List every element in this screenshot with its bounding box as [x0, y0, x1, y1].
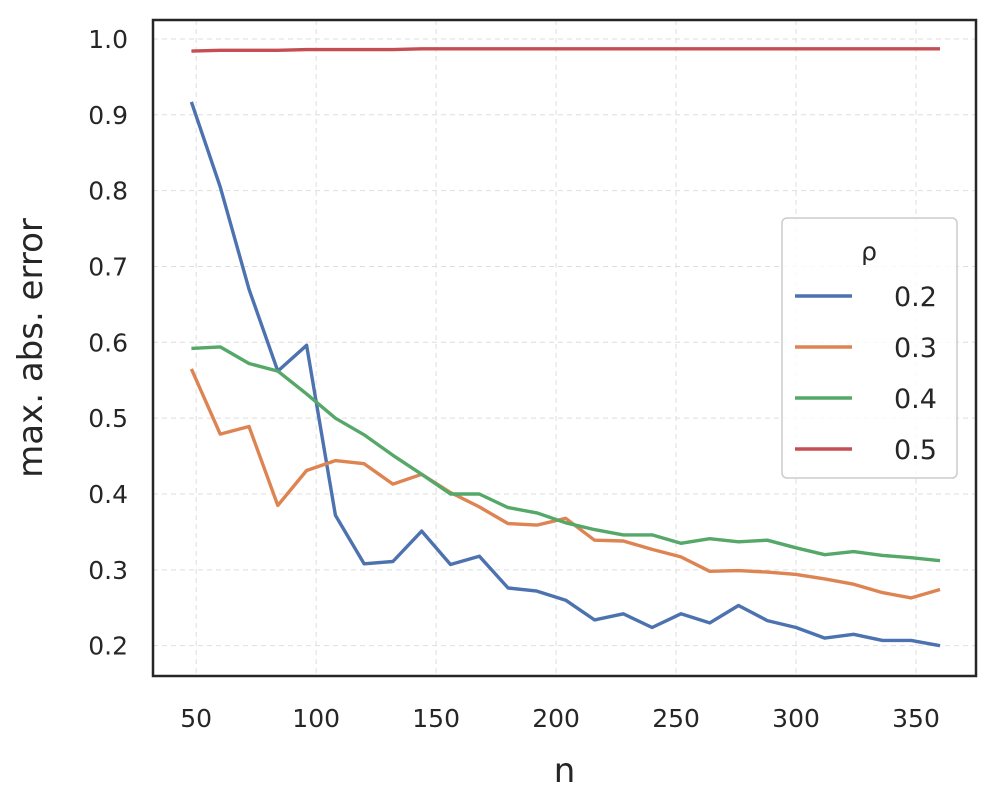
series-lines [189, 47, 941, 648]
series-line-0-5 [191, 47, 940, 53]
legend-title: ρ [861, 237, 877, 266]
y-tick-label: 0.4 [88, 480, 128, 509]
legend: ρ 0.2 0.3 0.4 0.5 [781, 217, 958, 479]
x-tick-label: 100 [292, 704, 340, 733]
series-line-0-4 [191, 345, 941, 563]
y-tick-label: 0.9 [88, 101, 128, 130]
y-tick-label: 0.7 [88, 252, 128, 281]
y-tick-label: 0.2 [88, 632, 128, 661]
x-axis-label: n [554, 751, 576, 791]
y-tick-labels: 0.2 0.3 0.4 0.5 0.6 0.7 0.8 0.9 1.0 [88, 25, 128, 661]
x-tick-label: 300 [772, 704, 820, 733]
plot-frame [151, 18, 978, 678]
legend-entries: 0.2 0.3 0.4 0.5 [795, 282, 937, 466]
legend-label: 0.3 [894, 333, 937, 364]
x-tick-label: 350 [892, 704, 940, 733]
x-tick-label: 250 [652, 704, 700, 733]
x-tick-labels: 50 100 150 200 250 300 350 [180, 704, 940, 733]
y-axis-label: max. abs. error [11, 218, 51, 478]
x-tick-label: 50 [180, 704, 212, 733]
y-tick-label: 0.5 [88, 404, 128, 433]
legend-label: 0.4 [894, 384, 937, 415]
y-tick-label: 0.6 [88, 328, 128, 357]
y-tick-label: 0.8 [88, 177, 128, 206]
y-tick-label: 0.3 [88, 556, 128, 585]
legend-box [781, 217, 958, 479]
x-tick-label: 200 [532, 704, 580, 733]
legend-label: 0.5 [894, 435, 937, 466]
legend-label: 0.2 [894, 282, 937, 313]
series-line-0-3 [189, 368, 941, 600]
y-tick-label: 1.0 [88, 25, 128, 54]
x-tick-label: 150 [412, 704, 460, 733]
